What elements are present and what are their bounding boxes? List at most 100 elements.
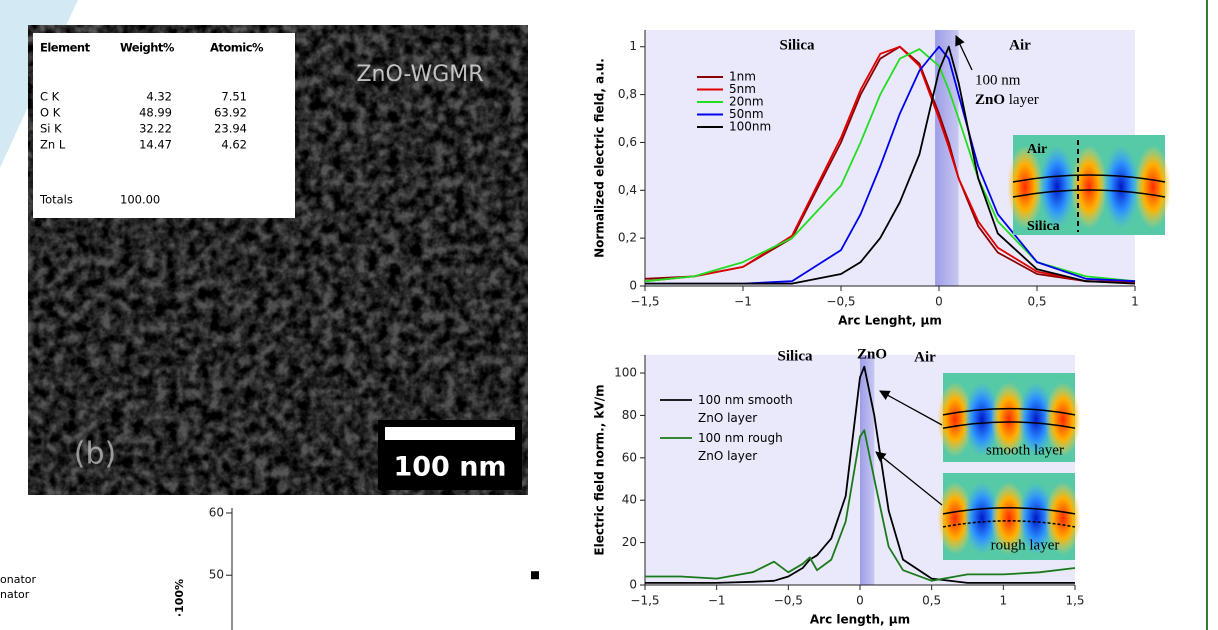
table-cell: C K [40, 90, 60, 104]
layer-note: ZnO layer [975, 92, 1039, 108]
y-axis-label: Normalized electric field, a.u. [593, 58, 607, 258]
inset-interface [1012, 189, 1166, 198]
region-label: ZnO [857, 346, 887, 362]
layer-note: 100 nm [975, 72, 1021, 88]
inset-field [964, 481, 1000, 555]
table-cell: 23.94 [214, 122, 247, 136]
x-tick-label: 0,5 [922, 594, 941, 608]
y-tick-label: 0,6 [618, 135, 637, 149]
y-axis-label: ·100% [173, 579, 186, 617]
zno-band [860, 355, 875, 585]
inset-interface [942, 520, 1076, 528]
table-header: Weight% [120, 41, 175, 55]
sem-table: Element Weight% Atomic% C K 4.32 7.51 O K 48.99… [39, 41, 265, 207]
x-tick-label: 1 [1131, 295, 1139, 309]
table-cell: 4.32 [146, 90, 172, 104]
y-tick-label: 0 [629, 578, 637, 592]
y-tick-label: 1 [629, 39, 637, 53]
x-tick-label: 0 [856, 594, 864, 608]
partial-chart: 50 60 ·100% onator nator [0, 505, 539, 630]
annotation-arrow [955, 35, 973, 71]
table-cell: Si K [40, 122, 62, 136]
annotation-arrow [875, 451, 943, 506]
legend-label: 100nm [729, 120, 771, 134]
table-cell: 48.99 [139, 106, 172, 120]
x-tick-label: −1,5 [630, 295, 659, 309]
y-tick-label: 0,4 [618, 183, 637, 197]
region-label: Air [914, 349, 936, 365]
table-total: 100.00 [120, 193, 160, 207]
inset-field [1018, 381, 1054, 457]
layer-note-rest: layer [1009, 92, 1039, 108]
series-line [644, 45, 1136, 284]
inset-field [991, 481, 1027, 555]
x-tick-label: −0,5 [826, 295, 855, 309]
annotation-arrow [879, 390, 943, 426]
x-tick-label: 0 [935, 295, 943, 309]
sem-table-box [33, 33, 295, 218]
y-tick-label: 60 [622, 450, 637, 464]
table-header: Element [40, 41, 91, 55]
table-cell: 32.22 [139, 122, 172, 136]
x-tick-label: 0,5 [1027, 295, 1046, 309]
y-tick-label: 0,8 [618, 87, 637, 101]
inset-interface [942, 507, 1076, 515]
zno-band [935, 30, 959, 286]
x-tick-label: −1,5 [630, 594, 659, 608]
inset-label: Air [1027, 142, 1047, 157]
legend-label: 100 nm smooth ZnO layer [698, 393, 793, 425]
scale-label: 100 nm [393, 452, 506, 483]
table-cell: Zn L [40, 138, 66, 152]
region-label: Silica [779, 37, 815, 53]
y-tick-label: 20 [622, 535, 637, 549]
table-cell: 14.47 [139, 138, 172, 152]
x-tick-label: −0,5 [774, 594, 803, 608]
legend-box: 100 nm rough ZnO layer [698, 431, 783, 463]
x-axis-label: Arc length, μm [810, 613, 910, 627]
inset-field [1135, 145, 1171, 229]
x-tick-label: 1,5 [1065, 594, 1084, 608]
layer-note-bold: ZnO [975, 92, 1005, 108]
inset-label: Silica [1027, 219, 1060, 234]
inset-field [964, 381, 1000, 457]
series-line [644, 48, 1136, 283]
y-tick-label: 60 [209, 505, 224, 519]
inset-interface [942, 421, 1076, 429]
y-axis-label: Electric field norm., kV/m [593, 384, 607, 555]
inset-field [1018, 481, 1054, 555]
inset-field [1007, 145, 1043, 229]
scale-bar [385, 427, 515, 440]
line-chart: −1,5 −1 −0,5 0 0,5 1 0 0,2 0,4 0,6 0,8 1 Arc Lenght,… [593, 30, 1171, 328]
y-tick-label: 80 [622, 408, 637, 422]
series-line [645, 365, 1075, 584]
inset-field [991, 381, 1027, 457]
x-tick-label: −1 [734, 295, 752, 309]
panel-label: (b) [74, 437, 116, 472]
legend-label: 20nm [729, 95, 764, 109]
series-line [645, 45, 1136, 285]
inset-label: rough layer [991, 537, 1060, 553]
y-tick-label: 50 [209, 568, 224, 582]
x-axis-label: Arc Lenght, μm [838, 314, 942, 328]
region-label: Air [1009, 37, 1031, 53]
legend-label: 100 nm rough ZnO layer [698, 431, 783, 463]
y-tick-label: 40 [622, 493, 637, 507]
inset-field [1045, 381, 1081, 457]
sem-image: Element Weight% Atomic% C K 4.32 7.51 O K 48.99… [28, 25, 528, 495]
table-cell: O K [40, 106, 61, 120]
y-tick-label: 0 [629, 279, 637, 293]
table-header: Atomic% [210, 41, 264, 55]
inset-field [1039, 145, 1075, 229]
table-cell: 63.92 [214, 106, 247, 120]
x-tick-label: −1 [708, 594, 726, 608]
legend-label: 5nm [729, 82, 756, 96]
inset-field [937, 481, 973, 555]
y-tick-label: 0,2 [618, 231, 637, 245]
x-tick-label: 1 [1000, 594, 1008, 608]
series-line [645, 429, 1076, 582]
legend-label: nator [0, 588, 30, 601]
inset-label: smooth layer [986, 442, 1064, 458]
point [531, 571, 539, 580]
legend-label: 1nm [729, 70, 756, 84]
